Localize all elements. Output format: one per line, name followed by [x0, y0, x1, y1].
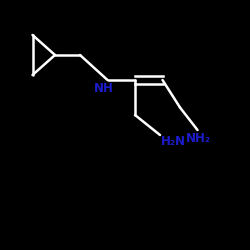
Text: H₂N: H₂N — [161, 135, 186, 148]
Text: NH: NH — [94, 82, 114, 95]
Text: NH₂: NH₂ — [186, 132, 211, 145]
